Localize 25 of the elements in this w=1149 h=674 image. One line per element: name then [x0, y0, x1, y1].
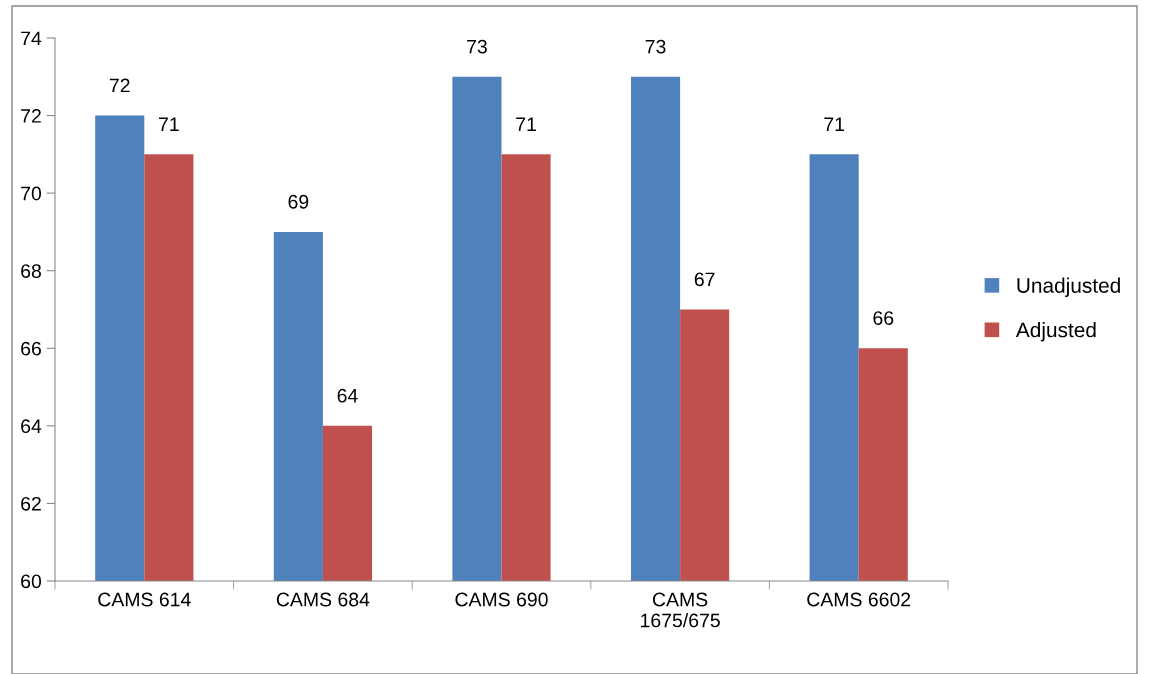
y-tick-label: 66 [21, 341, 41, 356]
data-label: 64 [337, 388, 358, 403]
y-tick-label: 70 [21, 186, 42, 201]
data-label: 71 [824, 117, 845, 131]
data-label: 71 [516, 117, 536, 131]
data-label: 72 [109, 78, 130, 93]
legend-label: Adjusted [1015, 322, 1096, 342]
x-tick-label: CAMS 614 [98, 592, 191, 607]
y-tick-label: 72 [21, 109, 41, 123]
data-label: 73 [467, 39, 487, 54]
data-label: 69 [288, 194, 309, 209]
y-tick-label: 74 [21, 31, 42, 46]
y-tick-label: 60 [21, 574, 42, 589]
y-tick-label: 68 [21, 264, 41, 278]
x-tick-label: CAMS 6602 [807, 592, 911, 607]
legend-label: Unadjusted [1017, 277, 1120, 297]
x-tick-label: CAMS 684 [276, 592, 370, 607]
x-tick-label: CAMS 1675/675 [641, 592, 720, 628]
data-label: 71 [159, 117, 179, 131]
data-label: 67 [694, 272, 715, 287]
y-tick-label: 64 [21, 419, 42, 434]
y-tick-label: 62 [21, 496, 41, 511]
data-label: 66 [873, 311, 894, 325]
data-label: 73 [645, 39, 666, 54]
x-tick-label: CAMS 690 [455, 592, 548, 607]
